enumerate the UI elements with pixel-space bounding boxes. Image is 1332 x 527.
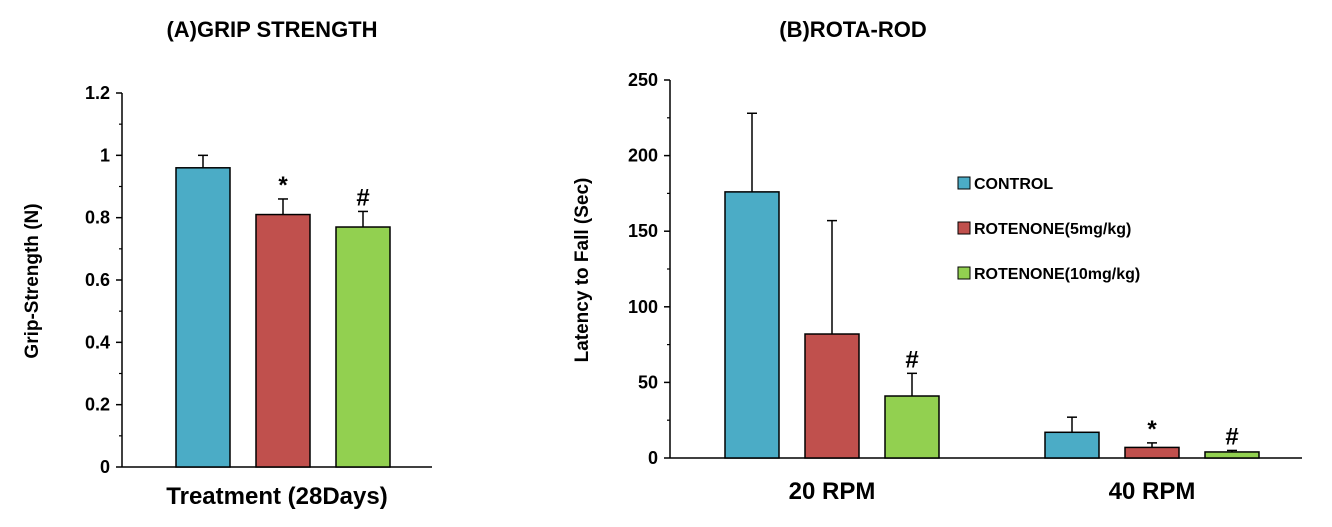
panel-b-rota-rod: (B)ROTA-ROD Latency to Fall (Sec) 0 50 100…	[572, 17, 1302, 505]
significance-marker: #	[356, 184, 369, 211]
bar	[884, 395, 940, 459]
panel-b-bars: #20 RPM * #40 RPM	[724, 112, 1260, 505]
y-tick-label: 0.6	[85, 270, 110, 290]
panel-b-legend: CONTROL ROTENONE(5mg/kg) ROTENONE(10mg/kg)	[957, 176, 1140, 283]
bar	[1124, 446, 1180, 459]
y-tick-label: 0	[100, 457, 110, 477]
significance-marker: *	[278, 172, 288, 199]
y-tick-label: 0	[648, 448, 658, 468]
panel-a-bars: * #	[175, 154, 391, 468]
legend-swatch	[957, 176, 971, 190]
y-tick-label: 50	[638, 372, 658, 392]
bar	[255, 213, 311, 468]
panel-a-xlabel: Treatment (28Days)	[166, 483, 387, 510]
bar	[175, 167, 231, 468]
legend-label: CONTROL	[974, 176, 1053, 193]
y-tick-label: 0.2	[85, 395, 110, 415]
panel-b-ylabel: Latency to Fall (Sec)	[572, 178, 593, 363]
panel-a-grip-strength: (A)GRIP STRENGTH Grip-Strength (N) Treat…	[22, 17, 432, 510]
panel-b-title: (B)ROTA-ROD	[779, 17, 926, 42]
bar	[1044, 431, 1100, 459]
panel-a-axes: 0 0.2 0.4 0.6 0.8 1 1.2	[85, 83, 432, 477]
y-tick-label: 0.4	[85, 332, 110, 352]
legend-swatch	[957, 266, 971, 280]
panel-a-title: (A)GRIP STRENGTH	[166, 17, 377, 42]
legend-swatch	[957, 221, 971, 235]
y-tick-label: 200	[628, 146, 658, 166]
y-tick-label: 250	[628, 70, 658, 90]
significance-marker: #	[905, 346, 918, 373]
x-category-label: 20 RPM	[789, 478, 876, 505]
y-tick-label: 1.2	[85, 83, 110, 103]
y-tick-label: 0.8	[85, 208, 110, 228]
y-tick-label: 100	[628, 297, 658, 317]
panel-a-ylabel: Grip-Strength (N)	[22, 203, 43, 358]
bar	[724, 191, 780, 459]
bar	[1204, 451, 1260, 459]
legend-label: ROTENONE(5mg/kg)	[974, 221, 1131, 238]
significance-marker: #	[1225, 423, 1238, 450]
legend-label: ROTENONE(10mg/kg)	[974, 266, 1140, 283]
y-tick-label: 1	[100, 145, 110, 165]
bar	[335, 226, 391, 468]
x-category-label: 40 RPM	[1109, 478, 1196, 505]
significance-marker: *	[1147, 416, 1157, 443]
y-tick-label: 150	[628, 221, 658, 241]
bar	[804, 333, 860, 459]
